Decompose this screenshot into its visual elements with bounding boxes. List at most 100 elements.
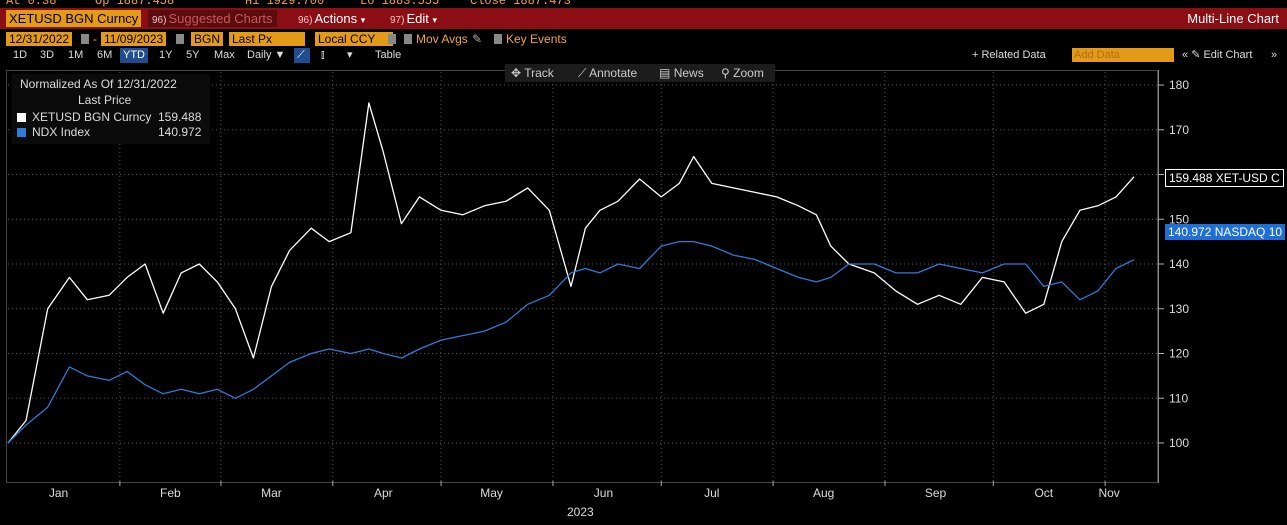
y-tick-label: 100 bbox=[1169, 436, 1189, 450]
command-bar bbox=[0, 8, 1287, 29]
legend-title: Normalized As Of 12/31/2022 bbox=[20, 77, 177, 91]
price-field[interactable]: Last Px bbox=[229, 32, 305, 46]
chevron-down-icon: ▾ bbox=[360, 15, 366, 25]
line-chart-icon[interactable]: ⟋ bbox=[294, 48, 310, 63]
news-tool[interactable]: ▤ News bbox=[659, 64, 704, 82]
y-tick-label: 110 bbox=[1169, 391, 1188, 405]
frequency-select[interactable]: Daily ▼ bbox=[244, 48, 288, 63]
edit-chart-label: Edit Chart bbox=[1203, 49, 1253, 61]
key-events-label[interactable]: Key Events bbox=[506, 32, 567, 46]
calendar-icon[interactable] bbox=[176, 34, 184, 44]
y-tick-label: 170 bbox=[1169, 123, 1189, 137]
tool-label: News bbox=[673, 66, 704, 80]
suggested-charts-button[interactable]: 96) Suggested Charts bbox=[148, 10, 277, 27]
x-tick-label: Aug bbox=[813, 486, 834, 500]
x-tick-label: Mar bbox=[261, 486, 282, 500]
calendar-icon[interactable] bbox=[81, 34, 89, 44]
x-tick-label: Jun bbox=[594, 486, 613, 500]
x-tick-label: Apr bbox=[374, 486, 393, 500]
ticker-open: Op 1887.458 bbox=[95, 0, 175, 8]
tf-5y[interactable]: 5Y bbox=[186, 49, 200, 61]
end-date-field[interactable]: 11/09/2023 bbox=[101, 32, 167, 46]
series-line-xetusd[interactable] bbox=[7, 102, 1135, 444]
x-axis-year-label: 2023 bbox=[567, 505, 594, 519]
tf-6m[interactable]: 6M bbox=[97, 49, 113, 61]
tf-1y[interactable]: 1Y bbox=[159, 49, 173, 61]
checkbox-mov-avgs[interactable] bbox=[404, 34, 412, 44]
x-tick-label: Nov bbox=[1098, 486, 1119, 500]
tool-label: Zoom bbox=[733, 66, 764, 80]
start-date-field[interactable]: 12/31/2022 bbox=[6, 32, 73, 46]
tf-ytd[interactable]: YTD bbox=[120, 48, 148, 63]
menu-number: 96) bbox=[152, 15, 167, 26]
tf-3d[interactable]: 3D bbox=[40, 49, 55, 61]
chart-type-title: Multi-Line Chart bbox=[1187, 11, 1279, 26]
source-field[interactable]: BGN bbox=[191, 32, 224, 46]
price-tag-xetusd: 159.488 XET-USD C bbox=[1165, 169, 1284, 187]
chart-tools-bar bbox=[505, 64, 775, 82]
currency-field[interactable]: Local CCY bbox=[315, 32, 393, 46]
edit-chart-button[interactable]: « ✎ Edit Chart bbox=[1182, 48, 1252, 63]
chevron-down-icon: ▾ bbox=[432, 15, 438, 25]
legend-swatch-ndx bbox=[17, 128, 26, 137]
x-tick-label: Sep bbox=[925, 486, 947, 500]
legend-panel bbox=[12, 74, 210, 144]
magnifier-icon: ⚲ bbox=[721, 66, 730, 80]
price-tag-ndx: 140.972 NASDAQ 10 bbox=[1165, 224, 1286, 240]
tf-1m[interactable]: 1M bbox=[68, 49, 84, 61]
y-tick-label: 130 bbox=[1169, 302, 1189, 316]
tool-label: Annotate bbox=[589, 66, 638, 80]
legend-swatch-xetusd bbox=[17, 113, 26, 122]
chevron-down-icon: ▼ bbox=[274, 49, 286, 61]
x-tick-label: Jul bbox=[704, 486, 719, 500]
collapse-icon[interactable]: « bbox=[1182, 49, 1189, 61]
series-line-ndx[interactable] bbox=[7, 240, 1135, 444]
menu-label: Actions bbox=[314, 11, 358, 26]
tf-1d[interactable]: 1D bbox=[13, 49, 28, 61]
ticker-low: Lo 1883.555 bbox=[360, 0, 440, 8]
chevron-down-icon[interactable]: ▾ bbox=[347, 49, 353, 61]
date-separator: - bbox=[93, 32, 97, 46]
zoom-tool[interactable]: ⚲ Zoom bbox=[721, 64, 764, 82]
y-tick-label: 120 bbox=[1169, 347, 1189, 361]
news-icon: ▤ bbox=[659, 66, 671, 80]
menu-label: Edit bbox=[406, 11, 429, 26]
security-field[interactable]: XETUSD BGN Curncy bbox=[6, 10, 142, 27]
y-tick-label: 150 bbox=[1169, 212, 1189, 226]
menu-number: 96) bbox=[298, 15, 313, 26]
pencil-icon: ⟋ bbox=[578, 66, 587, 80]
legend-subtitle: Last Price bbox=[78, 93, 132, 107]
annotate-tool[interactable]: ⟋ Annotate bbox=[578, 64, 637, 82]
ticker-strip: At 0.38 Op 1887.458 Hi 1929.700 Lo 1883.… bbox=[0, 0, 1287, 8]
crosshair-icon: ✥ bbox=[511, 66, 522, 80]
ticker-close: Close 1887.473 bbox=[470, 0, 571, 8]
tf-max[interactable]: Max bbox=[214, 49, 235, 61]
legend-name-xetusd: XETUSD BGN Curncy bbox=[32, 110, 152, 124]
related-data-button[interactable]: + Related Data bbox=[972, 49, 1046, 61]
checkbox-key-events[interactable] bbox=[494, 34, 502, 44]
add-data-input[interactable]: Add Data bbox=[1072, 48, 1174, 62]
x-tick-label: Feb bbox=[160, 486, 181, 500]
x-tick-label: May bbox=[480, 486, 503, 500]
edit-menu[interactable]: 97) Edit ▾ bbox=[386, 10, 441, 27]
x-tick-label: Oct bbox=[1034, 486, 1053, 500]
bar-chart-icon[interactable]: ⫾ bbox=[321, 49, 325, 61]
menu-label: Suggested Charts bbox=[168, 11, 273, 26]
menu-number: 97) bbox=[390, 15, 405, 26]
dropdown-icon[interactable] bbox=[388, 34, 396, 44]
legend-value-xetusd: 159.488 bbox=[158, 110, 202, 124]
y-tick-label: 140 bbox=[1169, 257, 1189, 271]
y-axis-line bbox=[1158, 70, 1159, 483]
track-tool[interactable]: ✥ Track bbox=[511, 64, 554, 82]
expand-icon[interactable]: » bbox=[1271, 49, 1278, 61]
pencil-icon[interactable]: ✎ bbox=[472, 32, 483, 46]
x-tick-label: Jan bbox=[49, 486, 68, 500]
mov-avgs-label[interactable]: Mov Avgs bbox=[416, 32, 468, 46]
legend-name-ndx: NDX Index bbox=[32, 125, 91, 139]
ticker-high: Hi 1929.700 bbox=[245, 0, 325, 8]
frequency-label: Daily bbox=[247, 49, 272, 61]
actions-menu[interactable]: 96) Actions ▾ bbox=[294, 10, 369, 27]
table-button[interactable]: Table bbox=[375, 49, 402, 61]
tool-label: Track bbox=[524, 66, 554, 80]
